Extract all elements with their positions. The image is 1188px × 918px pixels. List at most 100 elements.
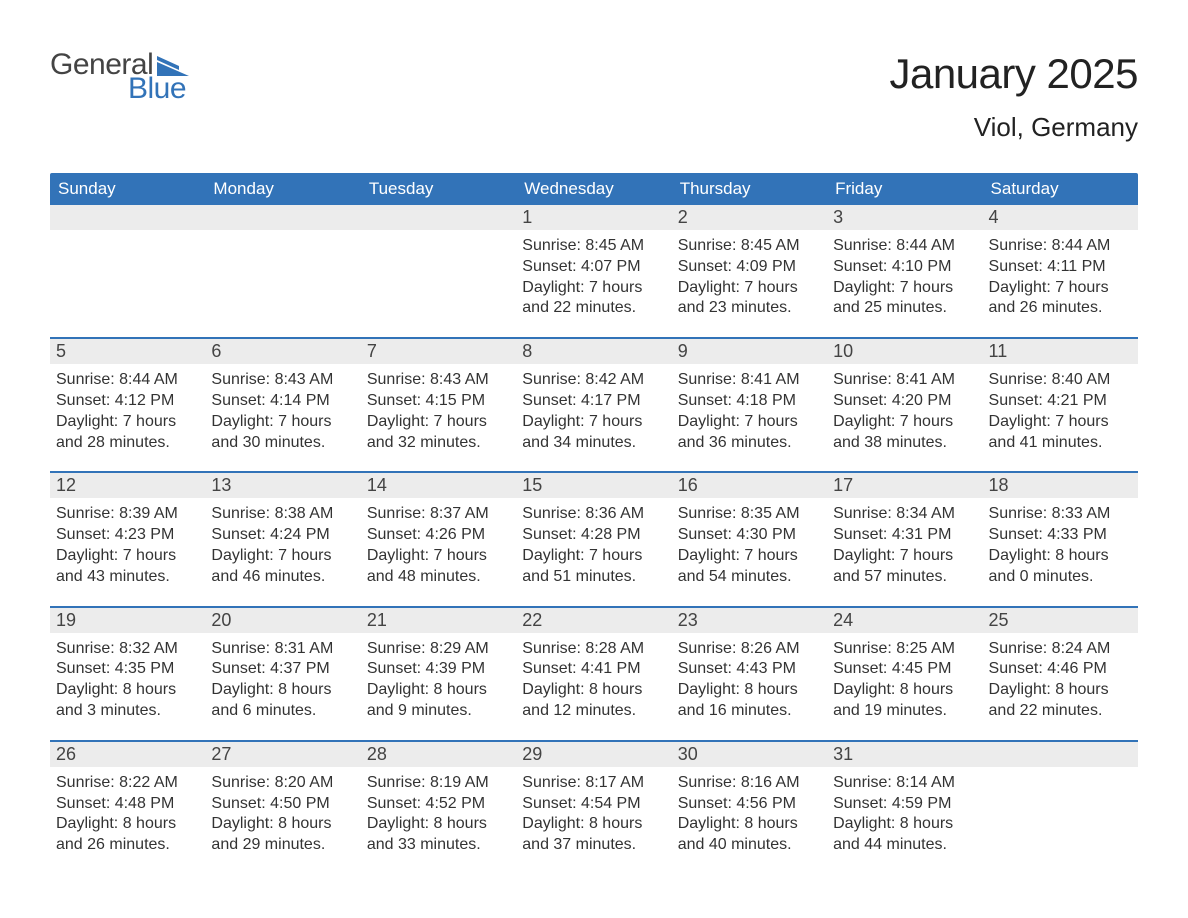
day-cell: 6Sunrise: 8:43 AMSunset: 4:14 PMDaylight… — [205, 339, 360, 467]
daylight-text: Daylight: 8 hours and 29 minutes. — [211, 814, 354, 856]
daylight-text: Daylight: 7 hours and 25 minutes. — [833, 278, 976, 320]
daylight-text: Daylight: 8 hours and 44 minutes. — [833, 814, 976, 856]
day-details: Sunrise: 8:34 AMSunset: 4:31 PMDaylight:… — [827, 498, 982, 587]
day-number: 9 — [672, 339, 827, 364]
week-row: 26Sunrise: 8:22 AMSunset: 4:48 PMDayligh… — [50, 740, 1138, 870]
sunrise-text: Sunrise: 8:39 AM — [56, 504, 199, 525]
day-cell: 21Sunrise: 8:29 AMSunset: 4:39 PMDayligh… — [361, 608, 516, 736]
day-cell: 20Sunrise: 8:31 AMSunset: 4:37 PMDayligh… — [205, 608, 360, 736]
empty-cell — [361, 205, 516, 333]
sunrise-text: Sunrise: 8:16 AM — [678, 773, 821, 794]
day-details: Sunrise: 8:19 AMSunset: 4:52 PMDaylight:… — [361, 767, 516, 856]
sunrise-text: Sunrise: 8:32 AM — [56, 639, 199, 660]
day-cell: 25Sunrise: 8:24 AMSunset: 4:46 PMDayligh… — [983, 608, 1138, 736]
day-number: 3 — [827, 205, 982, 230]
day-details: Sunrise: 8:16 AMSunset: 4:56 PMDaylight:… — [672, 767, 827, 856]
logo: General Blue — [50, 50, 189, 104]
sunset-text: Sunset: 4:10 PM — [833, 257, 976, 278]
sunset-text: Sunset: 4:56 PM — [678, 794, 821, 815]
day-cell: 2Sunrise: 8:45 AMSunset: 4:09 PMDaylight… — [672, 205, 827, 333]
day-details: Sunrise: 8:44 AMSunset: 4:11 PMDaylight:… — [983, 230, 1138, 319]
day-cell: 16Sunrise: 8:35 AMSunset: 4:30 PMDayligh… — [672, 473, 827, 601]
day-number: 28 — [361, 742, 516, 767]
daylight-text: Daylight: 7 hours and 36 minutes. — [678, 412, 821, 454]
daylight-text: Daylight: 8 hours and 22 minutes. — [989, 680, 1132, 722]
empty-cell — [983, 742, 1138, 870]
sunrise-text: Sunrise: 8:36 AM — [522, 504, 665, 525]
sunset-text: Sunset: 4:07 PM — [522, 257, 665, 278]
location-label: Viol, Germany — [889, 112, 1138, 143]
day-cell: 29Sunrise: 8:17 AMSunset: 4:54 PMDayligh… — [516, 742, 671, 870]
day-cell: 7Sunrise: 8:43 AMSunset: 4:15 PMDaylight… — [361, 339, 516, 467]
weekday-header-row: SundayMondayTuesdayWednesdayThursdayFrid… — [50, 173, 1138, 205]
day-details: Sunrise: 8:35 AMSunset: 4:30 PMDaylight:… — [672, 498, 827, 587]
daylight-text: Daylight: 8 hours and 16 minutes. — [678, 680, 821, 722]
weekday-header: Monday — [205, 173, 360, 205]
day-number: 16 — [672, 473, 827, 498]
daylight-text: Daylight: 8 hours and 6 minutes. — [211, 680, 354, 722]
sunset-text: Sunset: 4:20 PM — [833, 391, 976, 412]
sunrise-text: Sunrise: 8:35 AM — [678, 504, 821, 525]
weekday-header: Thursday — [672, 173, 827, 205]
daylight-text: Daylight: 7 hours and 38 minutes. — [833, 412, 976, 454]
sunrise-text: Sunrise: 8:28 AM — [522, 639, 665, 660]
daylight-text: Daylight: 8 hours and 0 minutes. — [989, 546, 1132, 588]
daylight-text: Daylight: 7 hours and 54 minutes. — [678, 546, 821, 588]
sunset-text: Sunset: 4:30 PM — [678, 525, 821, 546]
sunset-text: Sunset: 4:12 PM — [56, 391, 199, 412]
sunrise-text: Sunrise: 8:42 AM — [522, 370, 665, 391]
day-number: 6 — [205, 339, 360, 364]
day-number: 2 — [672, 205, 827, 230]
sunrise-text: Sunrise: 8:33 AM — [989, 504, 1132, 525]
daylight-text: Daylight: 8 hours and 37 minutes. — [522, 814, 665, 856]
daylight-text: Daylight: 7 hours and 51 minutes. — [522, 546, 665, 588]
sunset-text: Sunset: 4:43 PM — [678, 659, 821, 680]
sunset-text: Sunset: 4:52 PM — [367, 794, 510, 815]
day-cell: 11Sunrise: 8:40 AMSunset: 4:21 PMDayligh… — [983, 339, 1138, 467]
day-number: 29 — [516, 742, 671, 767]
week-row: 19Sunrise: 8:32 AMSunset: 4:35 PMDayligh… — [50, 606, 1138, 736]
sunrise-text: Sunrise: 8:26 AM — [678, 639, 821, 660]
sunset-text: Sunset: 4:31 PM — [833, 525, 976, 546]
day-cell: 23Sunrise: 8:26 AMSunset: 4:43 PMDayligh… — [672, 608, 827, 736]
day-number: 18 — [983, 473, 1138, 498]
daylight-text: Daylight: 7 hours and 34 minutes. — [522, 412, 665, 454]
weekday-header: Friday — [827, 173, 982, 205]
daylight-text: Daylight: 7 hours and 41 minutes. — [989, 412, 1132, 454]
sunset-text: Sunset: 4:14 PM — [211, 391, 354, 412]
sunrise-text: Sunrise: 8:43 AM — [367, 370, 510, 391]
day-number — [50, 205, 205, 230]
day-number: 8 — [516, 339, 671, 364]
day-details: Sunrise: 8:20 AMSunset: 4:50 PMDaylight:… — [205, 767, 360, 856]
day-cell: 5Sunrise: 8:44 AMSunset: 4:12 PMDaylight… — [50, 339, 205, 467]
daylight-text: Daylight: 7 hours and 48 minutes. — [367, 546, 510, 588]
daylight-text: Daylight: 7 hours and 22 minutes. — [522, 278, 665, 320]
day-details: Sunrise: 8:14 AMSunset: 4:59 PMDaylight:… — [827, 767, 982, 856]
day-number: 22 — [516, 608, 671, 633]
day-cell: 27Sunrise: 8:20 AMSunset: 4:50 PMDayligh… — [205, 742, 360, 870]
sunset-text: Sunset: 4:09 PM — [678, 257, 821, 278]
week-row: 12Sunrise: 8:39 AMSunset: 4:23 PMDayligh… — [50, 471, 1138, 601]
day-details: Sunrise: 8:17 AMSunset: 4:54 PMDaylight:… — [516, 767, 671, 856]
day-number: 19 — [50, 608, 205, 633]
day-details: Sunrise: 8:26 AMSunset: 4:43 PMDaylight:… — [672, 633, 827, 722]
day-number — [983, 742, 1138, 767]
day-details: Sunrise: 8:32 AMSunset: 4:35 PMDaylight:… — [50, 633, 205, 722]
day-cell: 19Sunrise: 8:32 AMSunset: 4:35 PMDayligh… — [50, 608, 205, 736]
sunrise-text: Sunrise: 8:14 AM — [833, 773, 976, 794]
day-details: Sunrise: 8:24 AMSunset: 4:46 PMDaylight:… — [983, 633, 1138, 722]
sunset-text: Sunset: 4:50 PM — [211, 794, 354, 815]
day-number: 7 — [361, 339, 516, 364]
sunset-text: Sunset: 4:48 PM — [56, 794, 199, 815]
sunrise-text: Sunrise: 8:41 AM — [678, 370, 821, 391]
day-cell: 24Sunrise: 8:25 AMSunset: 4:45 PMDayligh… — [827, 608, 982, 736]
day-details: Sunrise: 8:28 AMSunset: 4:41 PMDaylight:… — [516, 633, 671, 722]
day-details: Sunrise: 8:33 AMSunset: 4:33 PMDaylight:… — [983, 498, 1138, 587]
week-row: 1Sunrise: 8:45 AMSunset: 4:07 PMDaylight… — [50, 205, 1138, 333]
day-number — [361, 205, 516, 230]
day-details: Sunrise: 8:44 AMSunset: 4:12 PMDaylight:… — [50, 364, 205, 453]
sunset-text: Sunset: 4:54 PM — [522, 794, 665, 815]
day-cell: 17Sunrise: 8:34 AMSunset: 4:31 PMDayligh… — [827, 473, 982, 601]
sunset-text: Sunset: 4:45 PM — [833, 659, 976, 680]
sunrise-text: Sunrise: 8:29 AM — [367, 639, 510, 660]
